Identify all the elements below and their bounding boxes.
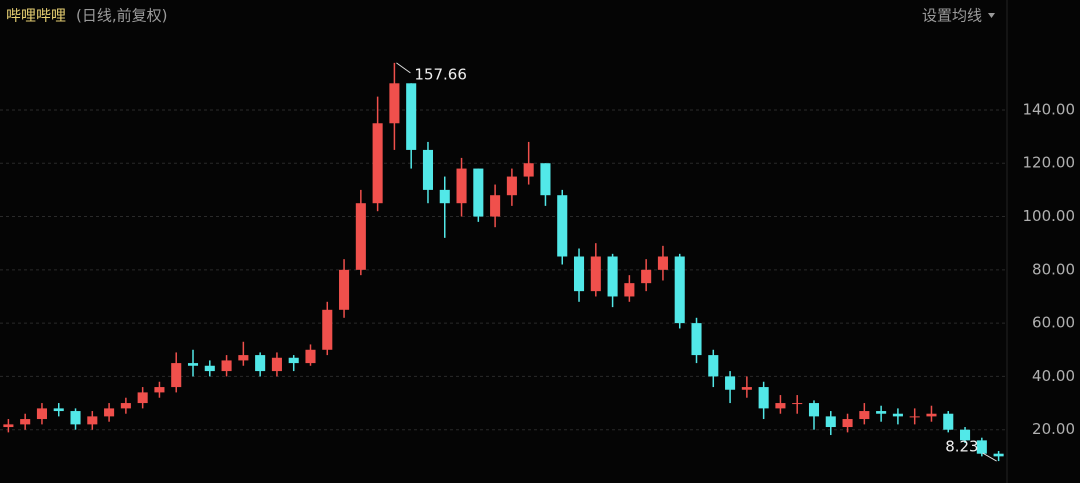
candle-body — [104, 408, 115, 417]
dropdown-icon — [988, 13, 995, 18]
candle-body — [53, 408, 64, 412]
candle-body — [976, 440, 987, 454]
candle-body — [624, 283, 635, 297]
candle-body — [657, 256, 668, 270]
candle-body — [909, 416, 920, 418]
candle-body — [305, 349, 316, 364]
candle-body — [238, 355, 249, 361]
candle-body — [825, 416, 836, 428]
candle-body — [792, 403, 803, 405]
y-tick-label: 60.00 — [1032, 314, 1075, 332]
candle-body — [255, 355, 266, 372]
candle-body — [20, 419, 31, 425]
candle-body — [3, 424, 14, 428]
max-label: 157.66 — [414, 65, 467, 83]
candle-body — [204, 365, 215, 372]
candle-body — [641, 269, 652, 284]
candle-body — [859, 411, 870, 420]
stock-name: 哔哩哔哩 — [6, 7, 66, 25]
y-tick-label: 140.00 — [1023, 100, 1076, 118]
candle-body — [339, 269, 350, 310]
candle-body — [926, 413, 937, 417]
candle-body — [322, 309, 333, 350]
candle-body — [607, 256, 618, 297]
y-tick-label: 100.00 — [1023, 207, 1076, 225]
candle-body — [406, 83, 417, 150]
candle-body — [590, 256, 601, 292]
candle-body — [573, 256, 585, 292]
candle-body — [993, 453, 1004, 457]
min-arrow — [982, 452, 997, 462]
candle-body — [473, 168, 484, 217]
y-tick-label: 80.00 — [1032, 260, 1075, 278]
y-tick-label: 120.00 — [1023, 154, 1076, 172]
candle-body — [422, 149, 434, 190]
candle-body — [120, 403, 131, 409]
min-label: 8.23 — [945, 438, 978, 456]
candle-body — [892, 413, 903, 417]
candle-body — [808, 403, 820, 417]
candle-body — [288, 357, 299, 364]
candle-body — [708, 355, 719, 377]
candle-body — [271, 357, 282, 372]
candle-body — [372, 123, 383, 204]
candle-body — [876, 411, 887, 414]
ma-setting[interactable]: 设置均线 — [922, 7, 982, 25]
candle-body — [355, 203, 366, 270]
y-tick-label: 20.00 — [1032, 420, 1075, 438]
candle-body — [87, 416, 98, 425]
candle-body — [439, 189, 450, 204]
candle-body — [506, 176, 517, 196]
candle-body — [490, 195, 501, 217]
candle-body — [389, 83, 400, 124]
candle-body — [691, 323, 702, 356]
candle-body — [758, 387, 769, 409]
candle-body — [70, 411, 81, 425]
candle-body — [171, 363, 182, 388]
candle-body — [842, 419, 853, 428]
candle-body — [557, 195, 568, 257]
candle-body — [154, 387, 165, 393]
candle-body — [221, 360, 232, 372]
y-tick-label: 40.00 — [1032, 367, 1075, 385]
candle-body — [540, 163, 551, 196]
candle-body — [36, 408, 47, 420]
candle-body — [187, 363, 199, 366]
chart-mode: (日线,前复权) — [76, 7, 167, 25]
candle-body — [960, 429, 971, 441]
candle-body — [775, 403, 786, 409]
candle-body — [137, 392, 148, 404]
candle-body — [741, 387, 752, 390]
candle-body — [456, 168, 467, 204]
candle-body — [674, 256, 685, 324]
candle-body — [725, 376, 736, 390]
candle-body — [943, 413, 954, 430]
candle-body — [523, 163, 534, 177]
max-arrow — [396, 62, 411, 74]
